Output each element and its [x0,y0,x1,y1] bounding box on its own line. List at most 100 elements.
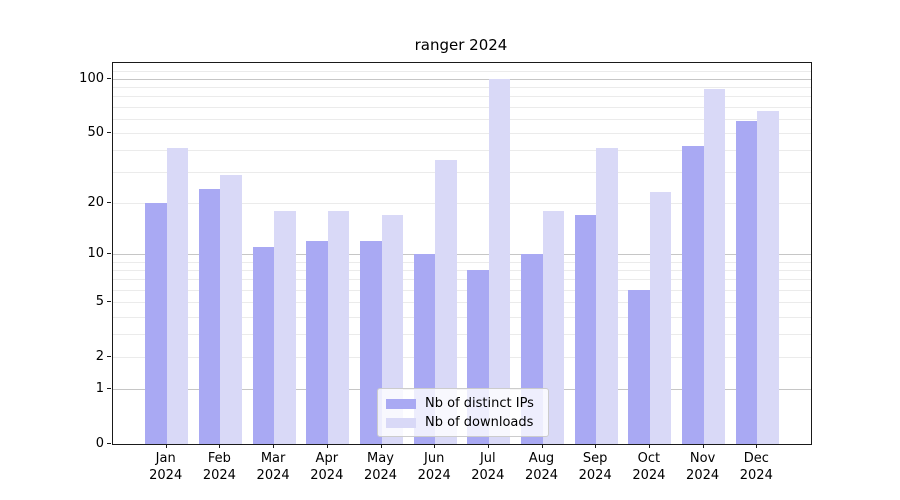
x-tick-month: Nov [689,451,716,466]
y-tick-label-50: 50 [87,124,104,140]
bar-jan-downloads [166,148,189,444]
y-tick-mark-5 [107,301,111,303]
gridline-minor-7 [113,279,811,281]
legend: Nb of distinct IPs Nb of downloads [377,388,549,437]
bar-oct-distinct-ips [628,289,650,444]
x-tick-month: Oct [637,451,661,466]
x-tick-month: Mar [260,451,286,466]
bar-may-downloads [381,215,403,444]
x-tick-label-mar: Mar 2024 [243,450,303,484]
x-tick-label-jun: Jun 2024 [404,450,464,484]
y-tick-label-2: 2 [95,349,104,364]
x-tick-year: 2024 [632,468,666,483]
x-tick-label-aug: Aug 2024 [512,450,572,484]
x-tick-mark-sep [595,444,597,448]
x-tick-year: 2024 [202,468,236,483]
bar-mar-downloads [274,210,296,444]
x-tick-label-nov: Nov 2024 [673,450,733,484]
bar-dec-downloads [757,111,779,444]
gridline-minor-4 [113,316,811,318]
y-tick-label-1: 1 [95,381,104,397]
y-tick-label-20: 20 [87,195,104,210]
bar-sep-distinct-ips [574,215,597,444]
x-tick-mark-mar [273,444,275,448]
y-tick-label-10: 10 [87,246,104,262]
x-tick-year: 2024 [363,468,398,483]
x-tick-mark-jul [487,444,489,448]
legend-swatch-downloads [386,417,416,428]
gridline-minor-6 [113,289,811,291]
chart-title: ranger 2024 [414,36,508,54]
bar-apr-downloads [327,210,350,444]
x-tick-label-apr: Apr 2024 [297,450,357,484]
x-tick-year: 2024 [739,468,773,483]
x-tick-year: 2024 [686,468,720,483]
bar-may-distinct-ips [360,240,382,444]
x-tick-month: May [367,451,394,466]
y-tick-mark-10 [107,253,111,255]
x-tick-year: 2024 [256,468,290,483]
x-tick-label-dec: Dec 2024 [726,450,786,484]
gridline-minor-8 [113,270,811,271]
legend-label-distinct-ips: Nb of distinct IPs [425,396,534,411]
bar-jul-downloads [488,78,511,444]
x-tick-mark-may [380,444,382,448]
bar-sep-downloads [596,148,618,444]
legend-entry-downloads: Nb of downloads [386,415,538,430]
bar-apr-distinct-ips [306,240,328,444]
x-tick-month: Apr [315,451,339,466]
bar-jun-downloads [435,160,457,444]
x-tick-label-jan: Jan 2024 [136,450,196,484]
x-tick-year: 2024 [524,468,559,483]
y-tick-mark-50 [107,131,111,133]
x-tick-label-may: May 2024 [351,450,411,484]
y-tick-mark-100 [107,77,111,79]
bar-nov-distinct-ips [682,146,704,444]
gridline-minor-60 [113,118,811,120]
x-tick-label-jul: Jul 2024 [458,450,518,484]
x-tick-year: 2024 [310,468,344,483]
gridline-minor-5 [113,302,811,304]
y-tick-mark-20 [107,202,111,203]
gridline-minor-9 [113,261,811,263]
y-tick-mark-0 [107,443,111,444]
x-tick-mark-dec [756,444,758,448]
bar-feb-distinct-ips [198,189,221,444]
x-tick-month: Feb [207,451,231,466]
bar-jan-distinct-ips [145,203,167,444]
gridline-minor-2 [113,357,811,358]
x-tick-label-oct: Oct 2024 [619,450,679,484]
gridline-minor-80 [113,96,811,98]
gridline-minor-30 [113,172,811,174]
gridline-major-100 [113,78,811,80]
bar-feb-downloads [220,174,242,444]
plot-area [112,62,812,445]
x-tick-mark-jan [165,444,167,448]
bar-aug-downloads [542,210,564,444]
x-tick-mark-aug [541,444,543,448]
bar-mar-distinct-ips [252,247,275,444]
y-tick-mark-2 [107,356,111,357]
legend-label-downloads: Nb of downloads [425,415,534,430]
gridline-minor-20 [113,203,811,204]
x-tick-month: Jan [155,451,176,466]
gridline-minor-40 [113,150,811,151]
x-tick-mark-feb [219,444,221,448]
x-tick-year: 2024 [471,468,505,483]
x-tick-mark-jun [434,444,436,448]
y-tick-label-5: 5 [95,294,104,310]
x-tick-year: 2024 [578,468,612,483]
x-tick-month: Jul [479,451,496,466]
legend-entry-distinct-ips: Nb of distinct IPs [386,396,538,411]
x-tick-month: Aug [528,451,555,466]
gridline-major-10 [113,254,811,256]
x-tick-mark-apr [326,444,328,448]
y-tick-mark-1 [107,388,111,390]
x-tick-month: Dec [743,451,769,466]
x-tick-year: 2024 [417,468,451,483]
y-tick-label-100: 100 [79,70,104,86]
x-tick-mark-nov [702,444,704,448]
gridline-minor-50 [113,132,811,134]
legend-swatch-distinct-ips [386,398,416,409]
